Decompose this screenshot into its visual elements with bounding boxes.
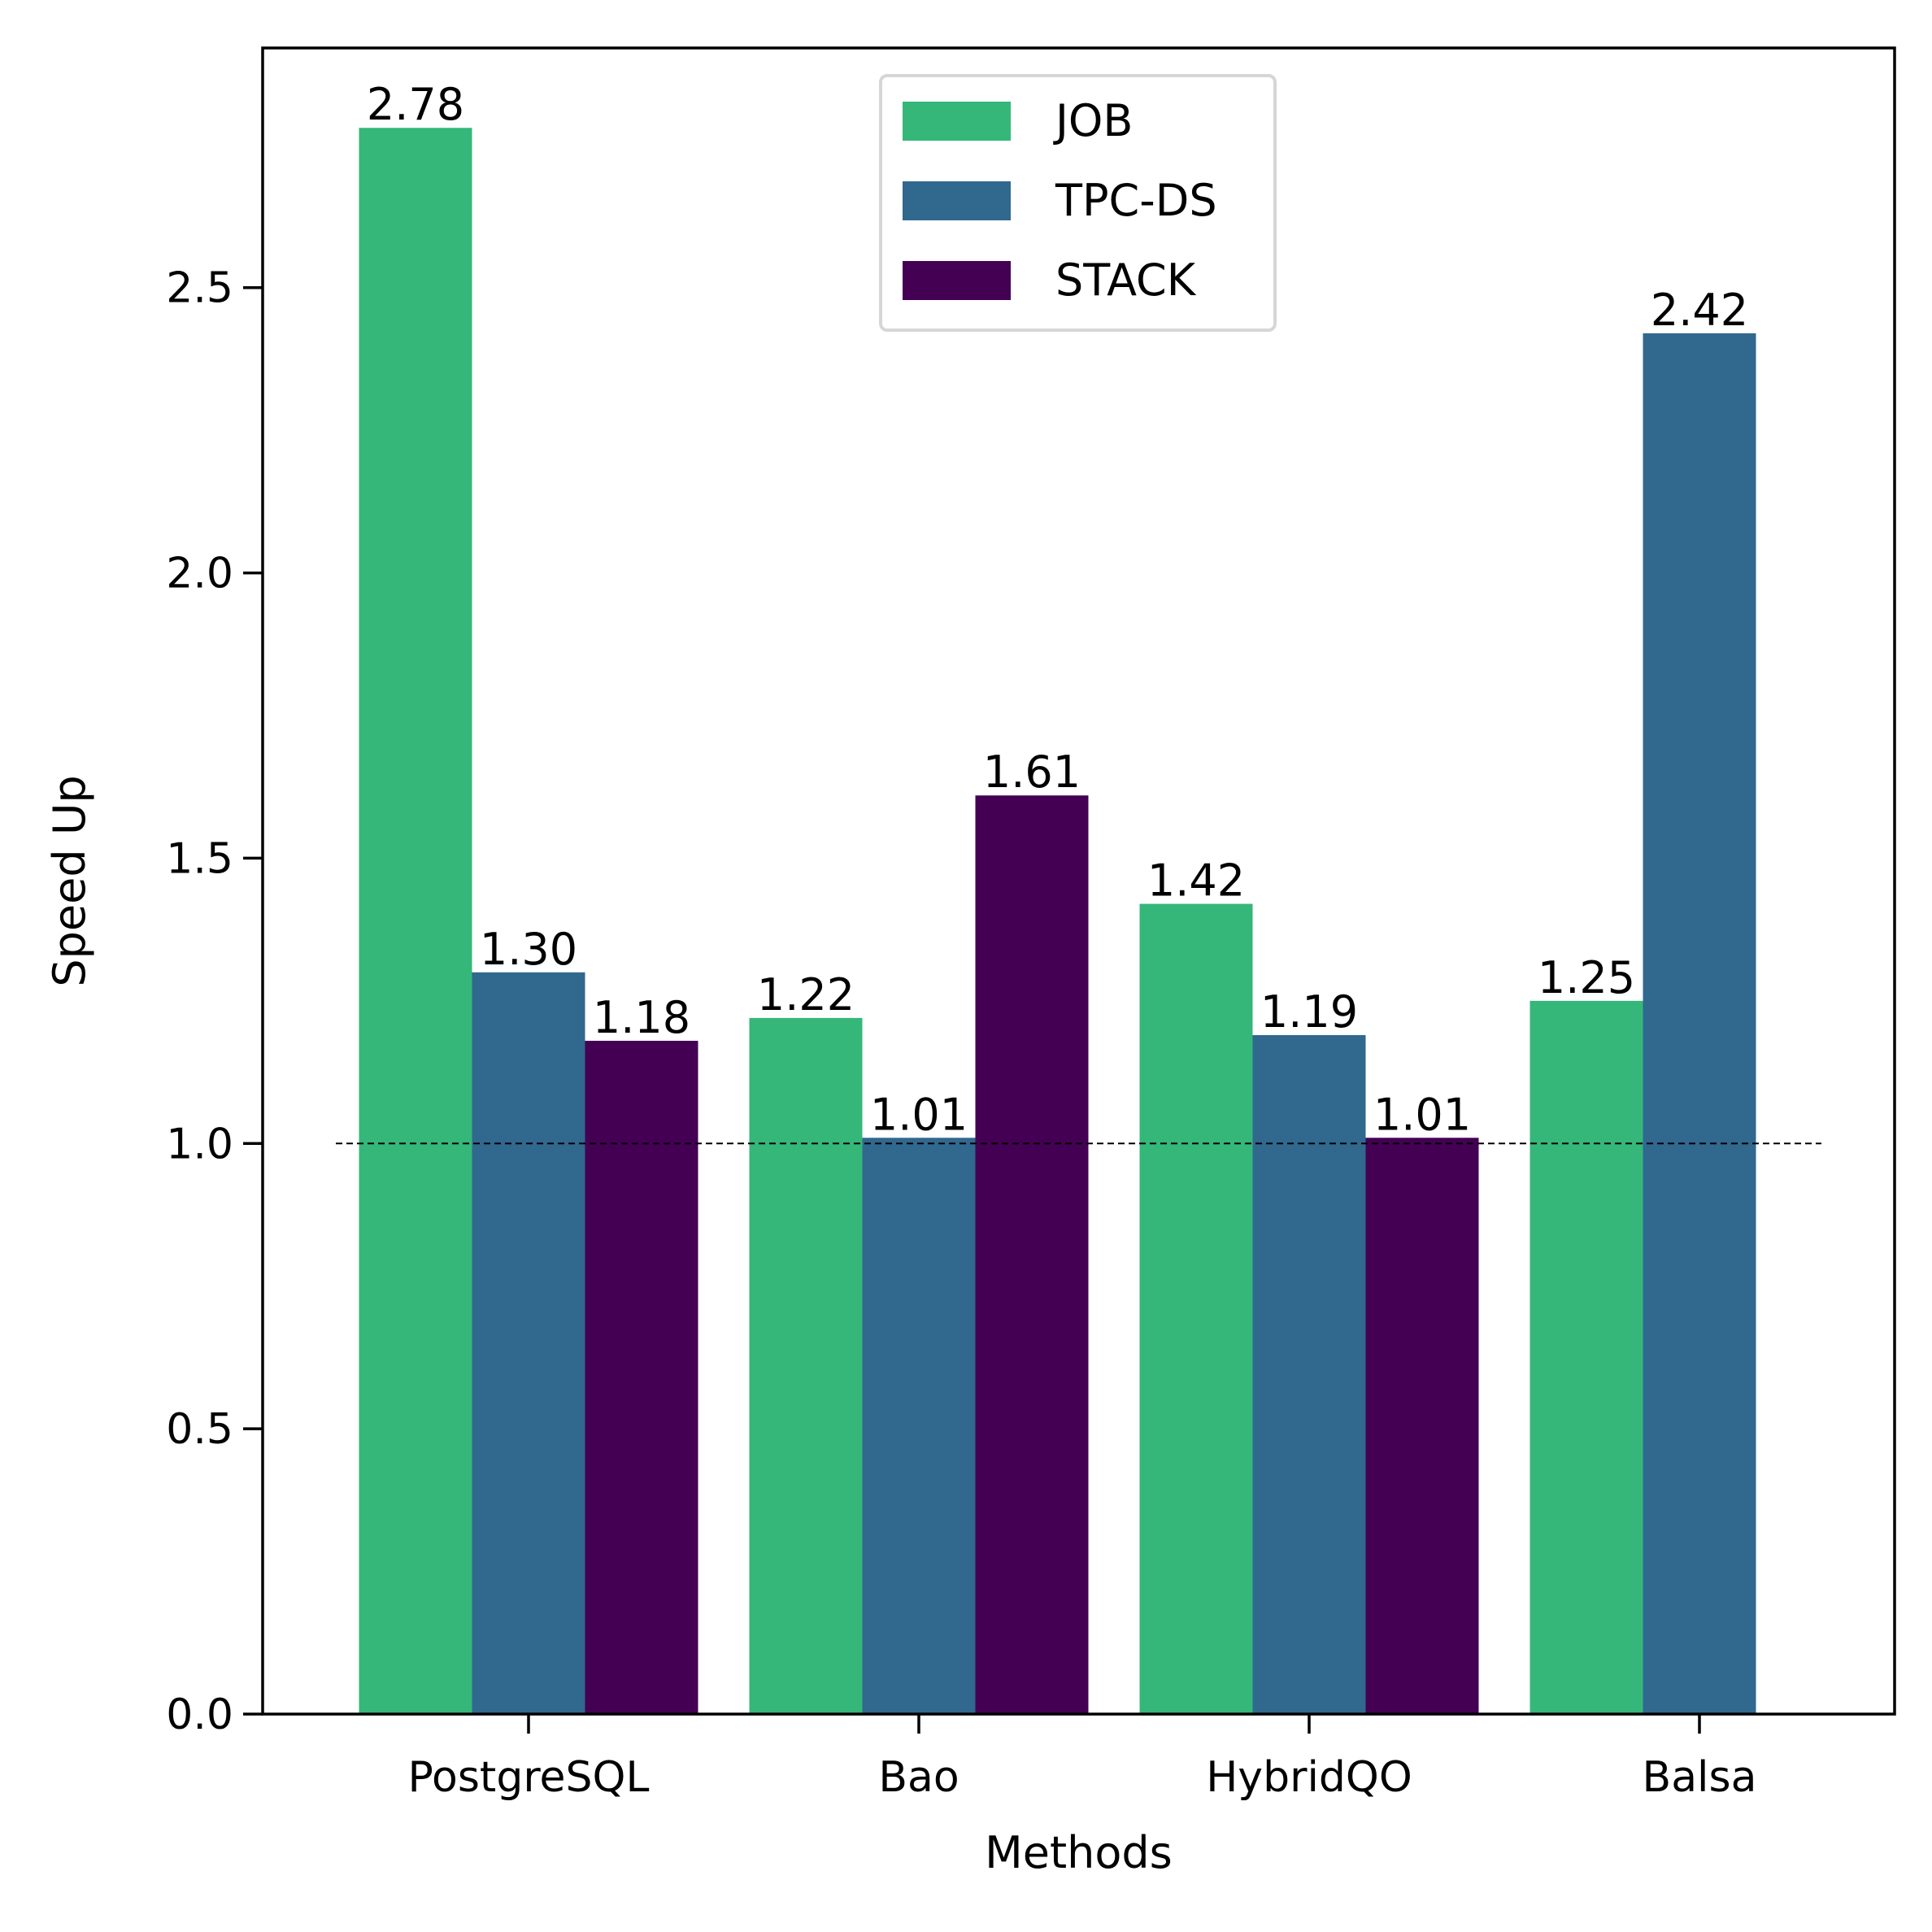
bars-group	[359, 128, 1756, 1714]
x-axis-label: Methods	[985, 1827, 1173, 1878]
bar-value-label: 1.42	[1147, 855, 1245, 907]
bar-tpc-ds-hybridqo	[1252, 1034, 1366, 1714]
legend-label: JOB	[1053, 95, 1133, 146]
y-tick-label: 1.0	[166, 1120, 233, 1168]
bar-value-label: 1.19	[1260, 986, 1358, 1038]
bar-value-label: 1.18	[593, 992, 690, 1043]
x-tick-label: Balsa	[1643, 1753, 1757, 1802]
bar-value-label: 1.30	[480, 924, 577, 975]
bar-job-bao	[749, 1017, 863, 1714]
bar-tpc-ds-bao	[862, 1138, 976, 1714]
bar-job-postgresql	[359, 128, 472, 1714]
legend-label: STACK	[1055, 255, 1197, 306]
bar-value-label: 1.25	[1538, 952, 1635, 1003]
y-tick-label: 2.5	[166, 264, 233, 313]
x-tick-label: HybridQO	[1206, 1753, 1412, 1802]
bar-tpc-ds-postgresql	[472, 972, 585, 1714]
bar-value-label: 2.42	[1651, 285, 1748, 336]
bar-value-label: 2.78	[367, 79, 464, 130]
x-axis-ticks: PostgreSQL Bao HybridQO Balsa	[408, 1714, 1757, 1802]
bar-tpc-ds-balsa	[1643, 333, 1756, 1714]
y-tick-label: 0.5	[166, 1405, 233, 1454]
bar-value-label: 1.01	[1373, 1089, 1471, 1140]
bar-value-label: 1.01	[870, 1089, 968, 1140]
bar-stack-hybridqo	[1365, 1138, 1479, 1714]
y-tick-label: 2.0	[166, 550, 233, 598]
bar-value-label: 1.22	[757, 969, 855, 1020]
bar-stack-bao	[975, 795, 1089, 1714]
bar-stack-postgresql	[585, 1040, 698, 1714]
y-axis-label: Speed Up	[44, 775, 95, 986]
legend-label: TPC-DS	[1055, 175, 1217, 226]
legend-swatch-stack	[903, 261, 1011, 300]
bar-job-hybridqo	[1139, 903, 1253, 1714]
x-tick-label: PostgreSQL	[408, 1753, 650, 1802]
legend-swatch-tpc-ds	[903, 181, 1011, 220]
y-tick-label: 1.5	[166, 834, 233, 883]
legend: JOB TPC-DS STACK	[879, 74, 1277, 332]
plot-frame	[261, 46, 1896, 1716]
bar-value-label: 1.61	[983, 746, 1081, 798]
bar-job-balsa	[1530, 1000, 1643, 1714]
legend-swatch-job	[903, 102, 1011, 141]
bar-labels-group: 2.78 1.30 1.18 1.22 1.01 1.61 1.42 1.19 1.01 1.25…	[367, 79, 1748, 1140]
x-tick-label: Bao	[878, 1753, 959, 1802]
y-tick-label: 0.0	[166, 1690, 233, 1739]
y-axis-ticks: 0.0 0.5 1.0 1.5 2.0 2.5	[166, 264, 263, 1739]
